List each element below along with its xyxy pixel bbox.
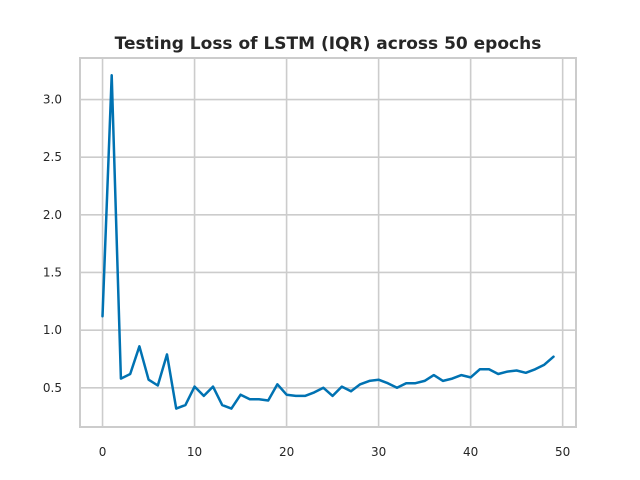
chart-title: Testing Loss of LSTM (IQR) across 50 epo… [115, 34, 542, 54]
series-layer [101, 74, 555, 410]
x-tick-label: 20 [279, 445, 294, 459]
grid [80, 58, 576, 427]
y-axis-tick-labels: 0.5 1.0 1.5 2.0 2.5 3.0 [43, 93, 62, 395]
y-tick-label: 1.0 [43, 323, 62, 337]
y-tick-label: 3.0 [43, 93, 62, 107]
x-tick-label: 0 [99, 445, 107, 459]
x-axis-tick-labels: 0 10 20 30 40 50 [99, 445, 571, 459]
plot-frame [79, 57, 577, 428]
x-tick-label: 10 [187, 445, 202, 459]
series-line [101, 74, 555, 410]
y-tick-label: 2.0 [43, 208, 62, 222]
y-tick-label: 0.5 [43, 381, 62, 395]
y-tick-label: 2.5 [43, 150, 62, 164]
x-tick-label: 30 [371, 445, 386, 459]
x-tick-label: 50 [555, 445, 570, 459]
x-tick-label: 40 [463, 445, 478, 459]
y-tick-label: 1.5 [43, 265, 62, 279]
